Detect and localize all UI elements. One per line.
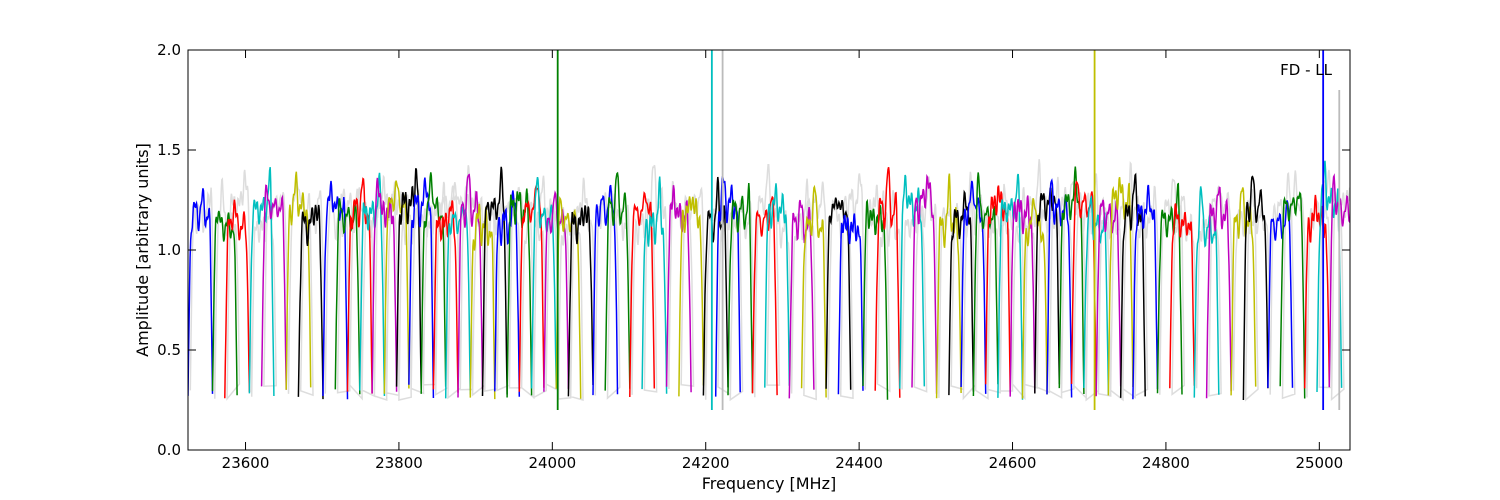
channel-trace: [702, 176, 729, 396]
channel-trace: [1046, 178, 1073, 398]
channel-trace: [1034, 187, 1061, 394]
x-tick-label: 24200: [682, 454, 730, 472]
channel-trace: [408, 177, 435, 399]
channel-trace: [346, 177, 373, 394]
channel-trace: [469, 203, 496, 400]
channel-trace: [997, 173, 1024, 400]
channel-trace: [641, 176, 668, 394]
y-tick-label: 0.5: [157, 341, 181, 359]
series-layer: [188, 50, 1350, 410]
channel-trace: [371, 177, 398, 394]
x-tick-label: 25000: [1295, 454, 1343, 472]
channel-trace: [1021, 198, 1048, 399]
channel-trace: [678, 196, 705, 397]
channel-trace: [1169, 203, 1196, 389]
channel-trace: [911, 173, 938, 394]
channel-trace: [764, 183, 791, 388]
channel-trace: [481, 166, 508, 397]
y-tick-label: 1.0: [157, 241, 181, 259]
y-axis-label: Amplitude [arbitrary units]: [133, 143, 152, 357]
channel-trace: [359, 172, 386, 397]
channel-trace: [629, 191, 656, 398]
channel-trace: [211, 210, 238, 396]
channel-trace: [1205, 186, 1232, 399]
channel-trace: [1279, 191, 1306, 399]
tick-layer: 23600 23800 24000 24200 24400 24600 24800 25000…: [157, 41, 1350, 472]
channel-trace: [1107, 177, 1134, 396]
channel-trace: [1009, 195, 1036, 397]
channel-trace: [420, 172, 447, 394]
channel-trace: [899, 174, 926, 389]
channel-trace: [248, 166, 275, 397]
channel-trace: [665, 185, 692, 393]
channel-trace: [1156, 182, 1183, 395]
channel-trace: [1070, 180, 1097, 396]
channel-trace: [457, 173, 484, 398]
y-tick-label: 0.0: [157, 441, 181, 459]
channel-trace: [1132, 184, 1159, 400]
channel-trace: [948, 189, 975, 396]
channel-trace: [1316, 160, 1343, 393]
x-axis-label: Frequency [MHz]: [702, 474, 836, 493]
channel-trace: [260, 184, 287, 390]
channel-trace: [188, 188, 214, 396]
x-tick-label: 24000: [528, 454, 576, 472]
channel-trace: [837, 213, 864, 395]
x-tick-label: 24800: [1142, 454, 1190, 472]
x-tick-label: 23600: [222, 454, 270, 472]
channel-trace: [567, 205, 594, 397]
channel-trace: [432, 200, 459, 393]
x-tick-label: 24600: [989, 454, 1037, 472]
channel-trace: [604, 171, 631, 391]
channel-trace: [285, 171, 312, 390]
channel-trace: [395, 168, 422, 390]
channel-trace: [800, 184, 827, 398]
channel-trace: [1119, 172, 1146, 398]
channel-trace: [1303, 194, 1331, 389]
channel-trace: [224, 199, 251, 399]
annotation-label: FD - LL: [1280, 61, 1332, 79]
x-tick-label: 23800: [375, 454, 423, 472]
channel-trace: [1193, 186, 1220, 398]
channel-trace: [494, 190, 521, 397]
channel-trace: [788, 199, 815, 399]
channel-trace: [935, 173, 962, 399]
channel-trace: [297, 204, 324, 400]
channel-trace: [506, 188, 533, 398]
channel-trace: [1242, 175, 1269, 401]
y-tick-label: 1.5: [157, 141, 181, 159]
channel-trace: [727, 182, 754, 396]
x-tick-label: 24400: [835, 454, 883, 472]
channel-trace: [592, 184, 619, 396]
channel-trace: [1230, 187, 1257, 396]
channel-trace: [825, 197, 852, 390]
channel-trace: [874, 167, 901, 398]
channel-trace: [322, 180, 349, 400]
y-tick-label: 2.0: [157, 41, 181, 59]
